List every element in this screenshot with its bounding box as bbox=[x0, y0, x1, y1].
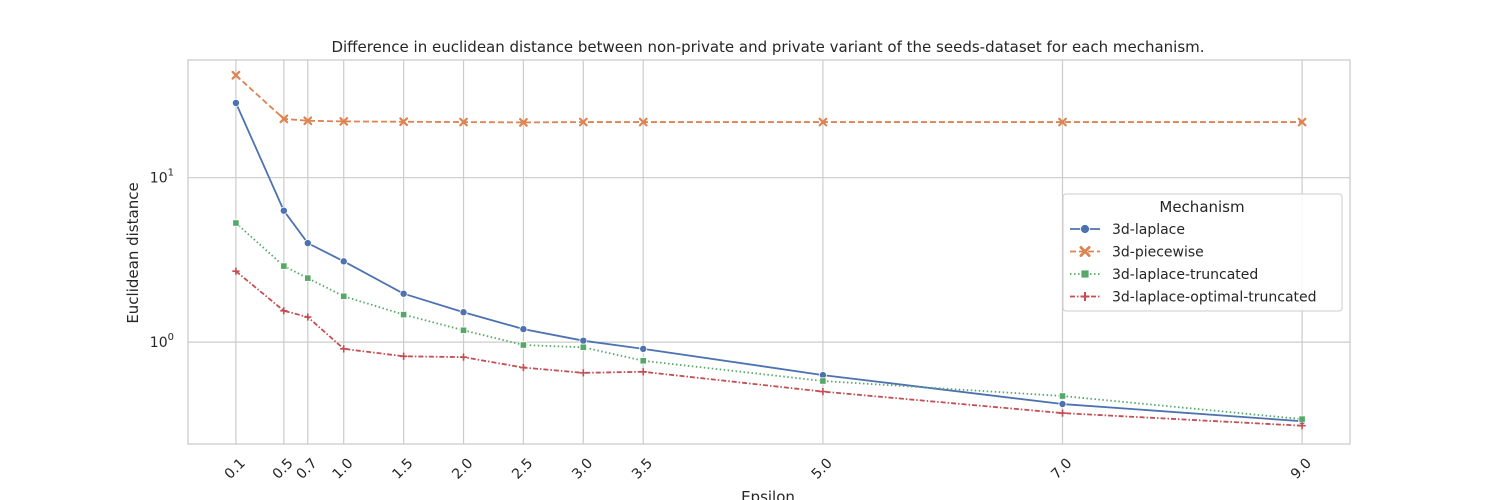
data-point bbox=[519, 363, 528, 372]
data-point bbox=[1058, 117, 1067, 127]
x-tick-label: 1.0 bbox=[330, 456, 357, 483]
y-tick-label: 101 bbox=[150, 168, 174, 187]
data-point bbox=[303, 116, 313, 126]
data-point bbox=[304, 274, 312, 282]
data-point bbox=[578, 117, 588, 127]
data-point bbox=[340, 345, 348, 353]
data-point bbox=[819, 387, 827, 396]
legend-marker bbox=[1080, 224, 1090, 234]
data-point bbox=[638, 117, 648, 127]
x-tick-label: 1.5 bbox=[389, 456, 416, 483]
series-3d-laplace-truncated bbox=[232, 219, 1306, 423]
data-point bbox=[1058, 400, 1067, 409]
x-tick-label: 2.5 bbox=[509, 456, 536, 483]
legend-marker bbox=[1080, 292, 1090, 301]
data-point bbox=[819, 377, 827, 385]
legend-title: Mechanism bbox=[1159, 198, 1244, 216]
data-point bbox=[579, 369, 587, 377]
legend-label: 3d-laplace-optimal-truncated bbox=[1112, 290, 1317, 306]
data-point bbox=[459, 117, 468, 127]
legend-label: 3d-laplace-truncated bbox=[1112, 267, 1258, 283]
data-point bbox=[1058, 392, 1067, 400]
series-line bbox=[235, 102, 1303, 423]
data-point bbox=[279, 114, 289, 124]
data-point bbox=[399, 289, 408, 298]
y-gridlines bbox=[188, 177, 1350, 343]
data-point bbox=[639, 357, 647, 365]
y-axis-label: Euclidean distance bbox=[124, 182, 142, 323]
data-point bbox=[339, 257, 348, 266]
legend-items: 3d-laplace 3d-piecewise 3d-laplace-truncat… bbox=[1070, 222, 1317, 306]
legend-item: 3d-laplace-optimal-truncated bbox=[1070, 290, 1317, 306]
data-point bbox=[1058, 409, 1067, 417]
series-line bbox=[235, 270, 1303, 427]
data-point bbox=[231, 98, 240, 107]
data-point bbox=[231, 70, 241, 80]
x-tick-label: 2.0 bbox=[449, 456, 476, 483]
chart-title: Difference in euclidean distance between… bbox=[331, 38, 1204, 56]
x-tick-label: 3.5 bbox=[629, 456, 656, 483]
legend-item: 3d-laplace-truncated bbox=[1070, 267, 1258, 283]
data-point bbox=[280, 307, 288, 315]
x-tick-label: 7.0 bbox=[1048, 456, 1075, 483]
data-point bbox=[818, 117, 828, 127]
data-point bbox=[400, 311, 408, 319]
legend-marker bbox=[1079, 246, 1091, 257]
data-point bbox=[340, 292, 348, 300]
data-point bbox=[459, 353, 468, 361]
data-point bbox=[1298, 415, 1306, 423]
legend: Mechanism 3d-laplace3d-piecewise3d-lapla… bbox=[1062, 193, 1343, 312]
data-point bbox=[303, 239, 312, 248]
legend-label: 3d-laplace bbox=[1112, 222, 1185, 238]
legend-box bbox=[1062, 193, 1343, 312]
data-point bbox=[304, 313, 312, 321]
data-point bbox=[459, 326, 468, 334]
legend-marker bbox=[1080, 269, 1090, 279]
y-tick-label: 100 bbox=[150, 332, 174, 351]
x-tick-label: 9.0 bbox=[1288, 456, 1315, 483]
legend-label: 3d-piecewise bbox=[1112, 245, 1204, 261]
data-point bbox=[279, 206, 288, 215]
data-point bbox=[519, 325, 528, 334]
data-point bbox=[339, 117, 349, 126]
data-point bbox=[399, 117, 409, 127]
data-point bbox=[639, 368, 647, 376]
series-3d-laplace-optimal-truncated bbox=[232, 267, 1306, 430]
series-line bbox=[235, 74, 1303, 124]
data-point bbox=[639, 344, 648, 353]
data-point bbox=[459, 308, 468, 317]
x-tick-label: 0.1 bbox=[222, 456, 249, 483]
x-tick-label: 5.0 bbox=[809, 456, 836, 483]
data-point bbox=[579, 343, 587, 351]
data-point bbox=[280, 262, 288, 270]
plot-frame bbox=[187, 59, 1351, 445]
data-point bbox=[1297, 117, 1307, 127]
x-tick-label: 0.5 bbox=[270, 456, 297, 483]
x-axis-label: Epsilon bbox=[741, 488, 795, 500]
data-point bbox=[1298, 422, 1306, 430]
series-3d-piecewise bbox=[231, 70, 1307, 127]
y-tick-labels: 100 101 bbox=[150, 168, 174, 351]
data-point bbox=[232, 219, 240, 227]
x-tick-label: 3.0 bbox=[569, 456, 596, 483]
data-point bbox=[519, 117, 528, 127]
data-point bbox=[579, 336, 588, 345]
x-tick-labels: 0.1 0.50.7 1.0 1.5 2.0 2.5 3.0 3.5 5.0 7.0 9.0 bbox=[222, 456, 1315, 483]
data-point bbox=[400, 352, 408, 360]
legend-item: 3d-laplace bbox=[1070, 222, 1185, 238]
series-layer bbox=[231, 70, 1307, 430]
legend-item: 3d-piecewise bbox=[1070, 245, 1204, 261]
data-point bbox=[519, 341, 528, 349]
x-tick-label: 0.7 bbox=[294, 456, 321, 483]
data-point bbox=[232, 267, 240, 275]
